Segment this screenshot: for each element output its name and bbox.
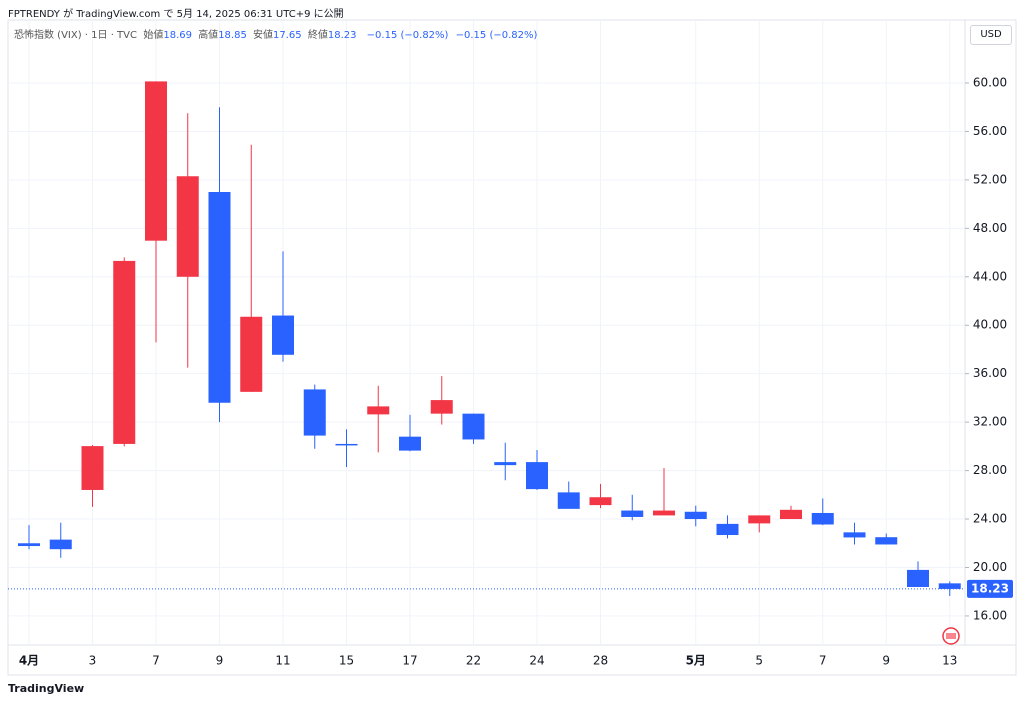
y-tick-label: 60.00 — [973, 75, 1007, 89]
x-tick-label: 9 — [216, 654, 224, 668]
candle-body — [462, 413, 485, 440]
y-tick-label: 48.00 — [973, 221, 1007, 235]
x-tick-label: 17 — [402, 654, 417, 668]
candle-body — [875, 537, 898, 545]
x-tick-label: 7 — [819, 654, 827, 668]
candle-body — [938, 583, 961, 589]
x-tick-label: 3 — [89, 654, 97, 668]
y-tick-label: 20.00 — [973, 560, 1007, 574]
ohlc-value: 18.69 — [163, 30, 192, 41]
candle-body — [780, 509, 802, 520]
candle-body — [907, 569, 929, 587]
last-price-box — [967, 579, 1013, 598]
frame — [7, 19, 1017, 676]
y-tick-label: 28.00 — [973, 463, 1007, 477]
axes: 16.00 20.00 24.00 28.00 32.00 36.00 40.00 44.00… — [19, 75, 1013, 668]
candle-body — [653, 510, 675, 516]
candle-body — [81, 446, 104, 490]
y-tick-label: 56.00 — [973, 124, 1007, 138]
y-tick-label: 44.00 — [973, 269, 1007, 283]
candle-body — [303, 389, 326, 436]
candle-body — [18, 543, 40, 547]
candle-body — [589, 497, 612, 506]
candle-body — [335, 443, 358, 446]
candle-body — [399, 436, 421, 451]
candle-body — [811, 512, 834, 525]
candle-body — [176, 176, 199, 277]
candle-body — [430, 400, 453, 414]
x-tick-label: 9 — [882, 654, 890, 668]
x-tick-label: 4月 — [19, 654, 39, 668]
ohlc-label: 始値 — [143, 30, 164, 41]
candle-body — [684, 511, 707, 520]
ohlc-value: 17.65 — [273, 30, 302, 41]
candles — [8, 81, 965, 596]
x-tick-label: 13 — [942, 654, 957, 668]
x-tick-label: 11 — [275, 654, 290, 668]
x-tick-label: 28 — [593, 654, 608, 668]
candle-body — [113, 260, 136, 444]
ohlc-label: 終値 — [307, 30, 328, 41]
ohlc-value: 18.23 — [327, 30, 357, 41]
x-tick-label: 5月 — [686, 654, 706, 668]
candle-body — [240, 316, 263, 392]
candle-body — [748, 515, 771, 524]
currency-button[interactable]: USD — [970, 25, 1012, 45]
y-tick-label: 16.00 — [973, 608, 1007, 622]
candle-body — [621, 510, 644, 517]
ohlc-value: 18.85 — [218, 30, 247, 41]
x-tick-label: 24 — [529, 654, 544, 668]
last-price-label: 18.23 — [971, 581, 1009, 595]
y-tick-label: 36.00 — [973, 366, 1007, 380]
candle-body — [145, 81, 167, 241]
legend: 恐怖指数 (VIX) · 1日 · TVC 始値18.69 高値18.85 安値… — [14, 26, 537, 41]
candle-body — [716, 523, 739, 536]
candle-body — [494, 462, 517, 466]
brand: TradingView — [8, 682, 85, 695]
y-tick-label: 40.00 — [973, 318, 1007, 332]
candle-body — [272, 315, 294, 355]
flag-icon — [942, 627, 960, 645]
header: FPTRENDY が TradingView.com で 5月 14, 2025… — [8, 9, 344, 20]
x-tick-label: 15 — [339, 654, 354, 668]
ohlc-label: 安値 — [253, 30, 274, 41]
y-tick-label: 24.00 — [973, 512, 1007, 526]
y-tick-label: 52.00 — [973, 172, 1007, 186]
change: −0.15 (−0.82%) — [366, 30, 449, 41]
candle-body — [208, 191, 231, 403]
candle-body — [557, 492, 580, 509]
x-tick-label: 5 — [755, 654, 763, 668]
candle-body — [843, 532, 866, 538]
candle-body — [49, 539, 72, 550]
change: −0.15 (−0.82%) — [455, 30, 538, 41]
x-tick-label: 22 — [466, 654, 481, 668]
symbol: 恐怖指数 (VIX) · 1日 · TVC — [14, 30, 137, 41]
candle-body — [526, 462, 548, 490]
flag-icon — [946, 633, 956, 639]
ohlc-label: 高値 — [198, 30, 219, 41]
y-tick-label: 32.00 — [973, 415, 1007, 429]
candle-body — [367, 406, 390, 415]
x-tick-label: 7 — [152, 654, 160, 668]
